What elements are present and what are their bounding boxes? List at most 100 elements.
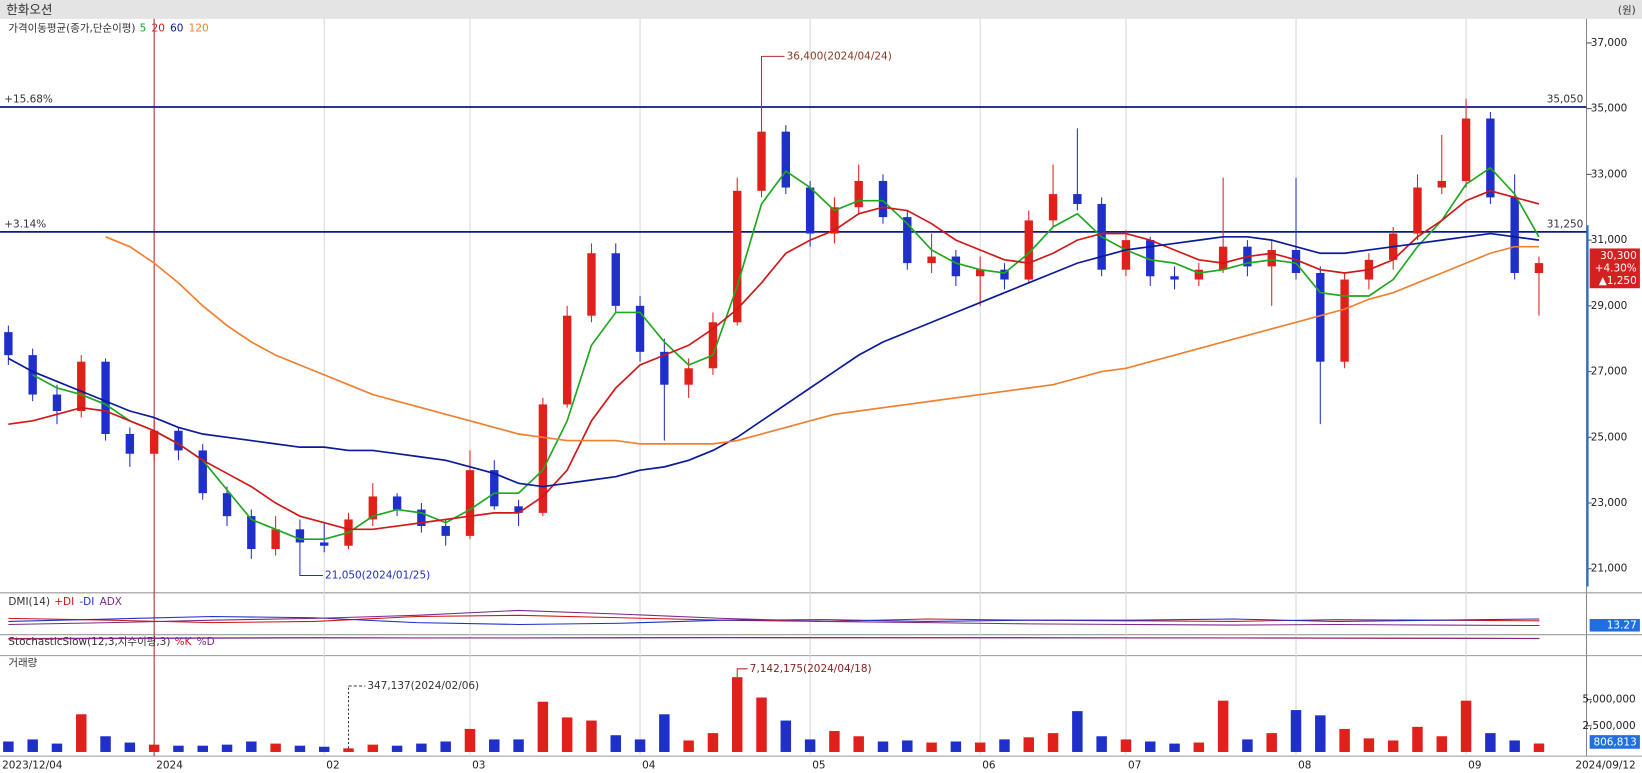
y-tick-label: 37,000 bbox=[1591, 37, 1628, 49]
candle-body bbox=[830, 207, 839, 234]
y-tick-label: 2,500,000 bbox=[1582, 720, 1635, 732]
candle-body bbox=[587, 253, 596, 316]
volume-bar bbox=[1290, 710, 1302, 752]
volume-bar bbox=[318, 746, 330, 752]
legend-entry: 60 bbox=[170, 22, 183, 34]
candle-body bbox=[635, 305, 645, 352]
moving-average bbox=[32, 166, 1540, 541]
reference-value: 31,250 bbox=[1547, 219, 1584, 231]
candle-body bbox=[1510, 197, 1519, 273]
price-box-text: 30,300 bbox=[1600, 250, 1637, 262]
volume-bar bbox=[1217, 700, 1229, 752]
volume-bar bbox=[270, 743, 281, 752]
reference-pct: +15.68% bbox=[4, 94, 53, 106]
value-box bbox=[1589, 618, 1640, 632]
value-box bbox=[1589, 735, 1640, 749]
candle-body bbox=[101, 361, 110, 435]
candle-body bbox=[733, 190, 742, 323]
volume-bar bbox=[3, 741, 14, 752]
volume-bar bbox=[1533, 743, 1545, 752]
volume-bar bbox=[1509, 740, 1520, 752]
volume-bar bbox=[1412, 726, 1423, 752]
volume-bar bbox=[440, 741, 451, 752]
candle-body bbox=[77, 361, 86, 411]
volume-bar bbox=[1387, 740, 1399, 752]
candle-body bbox=[1218, 246, 1228, 270]
candle-body bbox=[295, 529, 305, 543]
candle-body bbox=[198, 450, 207, 494]
volume-bar bbox=[1169, 743, 1180, 752]
annotation-label: 36,400(2024/04/24) bbox=[787, 50, 892, 62]
x-tick-label: 05 bbox=[812, 760, 825, 772]
candle-body bbox=[854, 180, 863, 208]
volume-bar bbox=[367, 744, 379, 752]
volume-bar bbox=[513, 739, 524, 752]
candle-body bbox=[562, 315, 572, 405]
volume-bar bbox=[561, 717, 573, 752]
candle-body bbox=[660, 351, 669, 385]
volume-bar bbox=[100, 736, 111, 752]
y-tick-label: 23,000 bbox=[1591, 497, 1628, 509]
candle-body bbox=[538, 404, 548, 513]
candle-body bbox=[1437, 180, 1446, 188]
annotation-leader bbox=[299, 567, 323, 577]
legend-entry: 5 bbox=[140, 22, 147, 34]
x-tick-label: 09 bbox=[1468, 760, 1481, 772]
volume-bar bbox=[51, 743, 63, 752]
volume-bar bbox=[1072, 711, 1083, 752]
candle-body bbox=[1267, 249, 1276, 267]
volume-bar bbox=[197, 745, 208, 752]
candle-body bbox=[441, 526, 450, 536]
volume-bar bbox=[1363, 738, 1375, 752]
candle-body bbox=[951, 256, 961, 277]
legend-entry: %D bbox=[197, 636, 215, 648]
volume-bar bbox=[416, 743, 427, 752]
x-tick-label: 07 bbox=[1128, 760, 1141, 772]
volume-bar bbox=[1096, 736, 1107, 752]
price-box bbox=[1589, 248, 1640, 289]
candle-body bbox=[1000, 269, 1009, 280]
candle-body bbox=[1048, 194, 1058, 221]
candle-body bbox=[52, 394, 62, 411]
candle-body bbox=[490, 470, 499, 507]
reference-pct: +3.14% bbox=[4, 219, 46, 231]
legend-entry: +DI bbox=[54, 596, 74, 608]
volume-bar bbox=[343, 748, 354, 752]
volume-bar bbox=[489, 739, 500, 752]
annotation-label: 21,050(2024/01/25) bbox=[325, 569, 430, 581]
y-tick-label: 29,000 bbox=[1591, 300, 1628, 312]
candle-body bbox=[1146, 240, 1155, 277]
volume-bar bbox=[877, 741, 889, 752]
unit-label: (원) bbox=[1618, 5, 1636, 17]
volume-bar bbox=[829, 731, 840, 752]
legend-entry: 120 bbox=[189, 22, 209, 34]
volume-bar bbox=[391, 745, 403, 752]
legend-entry: -DI bbox=[79, 596, 94, 608]
panel-title: DMI(14) bbox=[8, 596, 50, 608]
volume-bar bbox=[173, 745, 184, 752]
volume-bar bbox=[464, 728, 476, 752]
volume-bar bbox=[659, 714, 670, 752]
legend-title: 가격이동평균(종가,단순이평) bbox=[8, 21, 135, 34]
volume-bar bbox=[731, 677, 743, 752]
candle-body bbox=[149, 430, 159, 454]
candle-body bbox=[684, 368, 693, 385]
header-bar bbox=[0, 0, 1642, 19]
y-tick-label: 27,000 bbox=[1591, 366, 1628, 378]
legend-entry: 20 bbox=[152, 22, 165, 34]
volume-bar bbox=[294, 745, 306, 752]
candle-body bbox=[1413, 187, 1422, 234]
candle-body bbox=[514, 506, 523, 513]
candle-body bbox=[392, 496, 402, 510]
candle-body bbox=[611, 253, 620, 306]
volume-bar bbox=[221, 744, 233, 752]
candle-body bbox=[1534, 263, 1544, 273]
y-tick-label: 33,000 bbox=[1591, 168, 1628, 180]
volume-bar bbox=[974, 742, 986, 752]
volume-bar bbox=[756, 697, 767, 752]
candle-body bbox=[1170, 276, 1179, 280]
volume-bar bbox=[634, 739, 646, 752]
volume-bar bbox=[926, 742, 937, 752]
volume-bar bbox=[950, 741, 962, 752]
legend-entry: ADX bbox=[100, 596, 122, 608]
